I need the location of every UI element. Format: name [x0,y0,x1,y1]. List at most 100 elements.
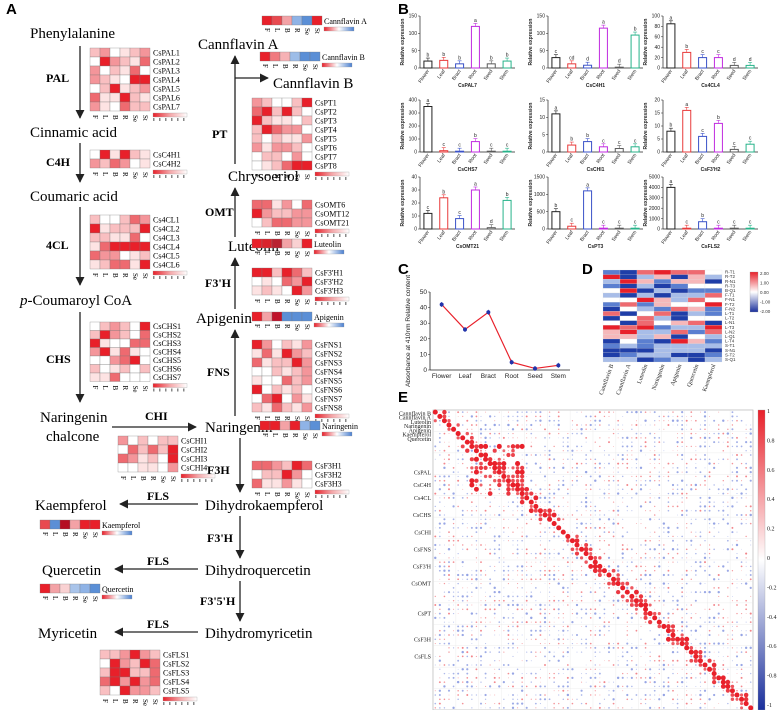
heat-cell [99,347,111,357]
corr-cell [708,698,711,701]
corr-cell [686,557,688,559]
corr-cell [443,458,446,460]
corr-cell [439,484,441,486]
heat-cell [271,393,283,404]
corr-cell [681,488,684,491]
y-tick-label: 40 [654,45,660,51]
corr-cell [543,508,547,513]
corr-cell [699,706,702,709]
corr-cell [639,578,643,581]
corr-cell [485,570,487,572]
corr-cell [487,491,493,496]
strip-cell [309,51,321,62]
corr-cell [718,531,720,533]
corr-cell [685,664,688,666]
corr-cell [575,534,579,539]
corr-cell [562,625,564,628]
sig-letter: a [685,102,688,108]
corr-cell [639,505,643,508]
tissue-label: L [263,299,271,303]
heat-cell [670,320,689,326]
corr-cell [580,445,583,448]
x-tick-label: Seed [483,153,495,166]
heat-cell [291,478,303,489]
corr-cell [603,612,606,615]
corr-cell [658,561,660,563]
corr-cell [457,484,459,486]
corr-cell [708,633,711,637]
corr-cell [612,518,615,520]
corr-cell [457,445,459,447]
corr-cell [594,415,597,418]
color-key-tick [165,118,167,121]
heat-cell [109,65,121,76]
corr-cell [608,629,610,632]
corr-cell [434,458,436,460]
corr-cell [516,565,519,568]
y-tick-label: 500 [537,209,546,215]
corr-cell [516,603,519,607]
strip-label: Cannflavin B [322,53,365,62]
heat-cell [139,149,151,160]
corr-cell [699,561,702,564]
corr-cell [680,680,684,684]
corr-cell [749,565,752,568]
chart-title: Cs4CL4 [701,83,720,89]
corr-cell [438,569,441,572]
corr-cell [603,463,605,465]
corr-cell [695,664,697,666]
corr-cell [434,505,436,508]
corr-cell [708,475,711,478]
corr-cell [441,418,447,424]
heat-cell [291,106,303,117]
sig-letter: a [602,20,605,26]
corr-cell [519,469,525,475]
x-tick-label: Leaf [564,68,575,80]
corr-cell [461,646,464,649]
corr-cell [571,574,574,576]
corr-cell [731,496,734,500]
corr-cell [654,707,656,709]
corr-cell [727,668,729,670]
heat-cell [704,320,723,326]
corr-cell [749,428,752,431]
corr-cell [580,617,583,619]
row-label: Naringenin [404,424,431,430]
corr-cell [539,608,542,611]
corr-cell [644,569,647,572]
heat-cell [687,283,706,289]
corr-cell [498,651,501,653]
corr-cell [580,501,583,503]
heat-cell [89,364,101,374]
corr-cell [562,621,564,623]
corr-cell [553,531,556,534]
gene-label: CsPAL4 [153,76,180,85]
heat-cell [291,357,303,368]
tissue-label: B [111,172,119,177]
corr-cell [503,647,505,649]
heat-cell [653,334,672,340]
corr-cell [519,486,525,492]
corr-cell [658,496,661,499]
gene-label: Cs4CL3 [153,234,180,243]
corr-cell [539,471,542,473]
corr-cell [484,518,487,521]
corr-cell [703,655,707,658]
corr-cell [456,680,460,684]
tissue-label: St [313,28,321,34]
corr-cell [704,621,706,623]
heat-cell [619,334,638,340]
heatmap-pal: CsPAL1CsPAL2CsPAL3CsPAL4CsPAL5CsPAL6CsPA… [89,47,188,122]
corr-cell [630,586,634,590]
corr-cell [553,599,556,602]
strip-cell [269,51,281,62]
corr-cell [470,466,474,470]
corr-cell [690,676,693,679]
corr-cell [658,595,661,598]
corr-cell [567,544,569,546]
heat-cell [301,97,313,108]
corr-cell [589,707,592,709]
heat-cell [602,315,621,321]
corr-cell [553,509,556,512]
